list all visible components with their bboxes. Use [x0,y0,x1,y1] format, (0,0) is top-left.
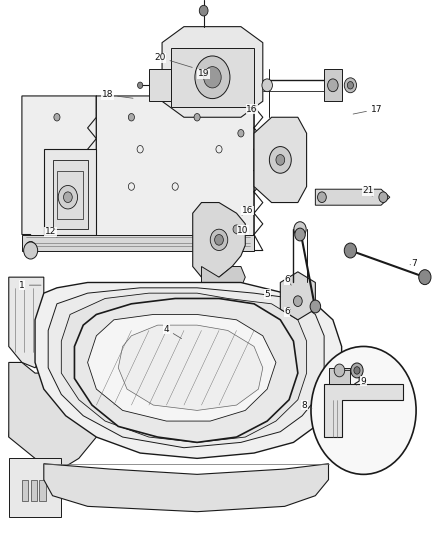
Circle shape [199,5,208,16]
Circle shape [318,192,326,203]
Circle shape [295,228,305,241]
Circle shape [25,241,36,254]
Circle shape [54,114,60,121]
Circle shape [128,114,134,121]
Circle shape [378,387,385,396]
Circle shape [328,79,338,92]
Text: 6: 6 [284,276,291,285]
Polygon shape [22,235,254,251]
Text: 4: 4 [164,325,182,338]
Polygon shape [74,298,298,442]
Circle shape [24,242,38,259]
Text: 21: 21 [362,187,374,196]
Polygon shape [44,464,328,512]
Polygon shape [280,272,315,320]
Circle shape [354,367,360,374]
Text: 19: 19 [198,69,209,79]
Polygon shape [35,282,342,458]
Circle shape [360,387,367,396]
Circle shape [344,243,357,258]
Text: 7: 7 [410,260,417,268]
Text: 9: 9 [357,377,367,385]
Circle shape [138,82,143,88]
Polygon shape [88,314,276,421]
Polygon shape [53,160,88,229]
Circle shape [194,114,200,121]
Text: 6: 6 [284,308,290,316]
Circle shape [293,296,302,306]
Circle shape [58,185,78,209]
Circle shape [262,79,272,92]
Polygon shape [9,277,44,368]
Text: 16: 16 [246,105,258,115]
Polygon shape [162,27,263,117]
Circle shape [351,363,363,378]
Circle shape [379,192,388,203]
Circle shape [215,235,223,245]
Polygon shape [328,368,350,384]
Circle shape [233,225,240,233]
Text: 20: 20 [154,53,192,67]
Circle shape [343,387,350,396]
Polygon shape [201,266,245,298]
Polygon shape [31,480,37,501]
Polygon shape [171,48,254,107]
Polygon shape [9,458,61,517]
Polygon shape [118,325,263,410]
Text: 10: 10 [237,226,249,235]
Polygon shape [22,480,28,501]
Circle shape [344,78,357,93]
Text: 18: 18 [102,91,133,99]
Polygon shape [149,69,171,101]
Polygon shape [22,96,96,251]
Circle shape [238,130,244,137]
Circle shape [419,270,431,285]
Circle shape [210,229,228,251]
Circle shape [269,147,291,173]
Polygon shape [324,69,342,101]
Polygon shape [96,96,254,251]
Polygon shape [324,384,403,437]
Circle shape [204,67,221,88]
Polygon shape [48,288,324,448]
Circle shape [195,56,230,99]
Text: 16: 16 [242,206,253,215]
Polygon shape [9,362,96,469]
Text: 8: 8 [301,401,312,409]
Polygon shape [44,149,96,235]
Text: 12: 12 [45,228,57,237]
Circle shape [334,364,345,377]
Polygon shape [39,480,46,501]
Circle shape [347,82,353,89]
Polygon shape [193,203,245,277]
Polygon shape [57,171,83,219]
Text: 17: 17 [353,105,382,114]
Polygon shape [61,293,307,442]
Circle shape [294,222,306,237]
Circle shape [64,192,72,203]
Text: 5: 5 [264,290,271,298]
Circle shape [310,300,321,313]
Circle shape [276,155,285,165]
Circle shape [311,346,416,474]
Text: 1: 1 [19,281,41,289]
Polygon shape [315,189,390,205]
Polygon shape [254,117,307,203]
